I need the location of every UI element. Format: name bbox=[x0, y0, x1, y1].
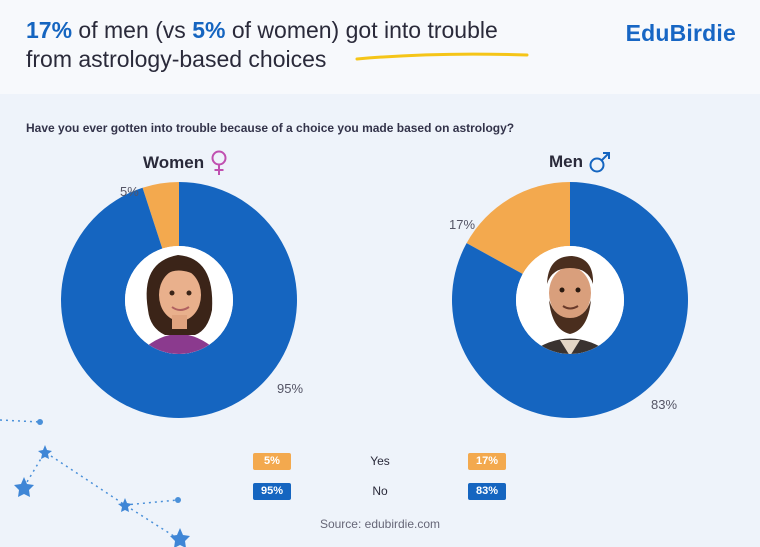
men-no-label: 83% bbox=[651, 397, 678, 412]
men-chart-title-text: Men bbox=[549, 152, 583, 171]
star-icon bbox=[118, 498, 132, 512]
men-yes-label: 17% bbox=[449, 217, 476, 232]
women-yes-label: 5% bbox=[120, 184, 139, 199]
man-avatar bbox=[516, 246, 624, 354]
legend-men-yes: 17% bbox=[468, 453, 506, 470]
female-symbol-icon bbox=[211, 150, 227, 175]
legend-men-no: 83% bbox=[468, 483, 506, 500]
women-no-label: 95% bbox=[277, 381, 304, 396]
title-men-percent: 17% bbox=[26, 17, 73, 43]
edubirdie-logo: EduBirdie bbox=[625, 20, 736, 46]
women-chart-title-text: Women bbox=[143, 153, 205, 172]
legend-label-no: No bbox=[372, 484, 388, 498]
title-women-percent: 5% bbox=[192, 17, 226, 43]
legend-label-yes: Yes bbox=[370, 454, 390, 468]
legend-women-yes: 5% bbox=[253, 453, 291, 470]
woman-avatar bbox=[125, 246, 233, 354]
women-chart-title: Women bbox=[143, 150, 228, 176]
star-icon bbox=[170, 528, 190, 547]
title-text-1: of men (vs bbox=[72, 17, 193, 43]
constellation-decoration bbox=[0, 419, 190, 547]
header-band bbox=[0, 0, 760, 94]
star-icon bbox=[38, 445, 52, 459]
men-chart-title: Men bbox=[549, 150, 611, 174]
underline-swoosh bbox=[355, 52, 529, 61]
title-line-2: from astrology-based choices bbox=[26, 46, 327, 72]
page-title: 17% of men (vs 5% of women) got into tro… bbox=[26, 16, 586, 74]
title-underlined-text: got into trouble bbox=[345, 17, 498, 43]
star-icon bbox=[14, 477, 34, 497]
male-symbol-icon bbox=[589, 152, 610, 173]
legend-women-no: 95% bbox=[253, 483, 291, 500]
survey-question: Have you ever gotten into trouble becaus… bbox=[26, 121, 515, 135]
source-note: Source: edubirdie.com bbox=[319, 517, 441, 531]
title-text-2: of women) bbox=[225, 17, 346, 43]
